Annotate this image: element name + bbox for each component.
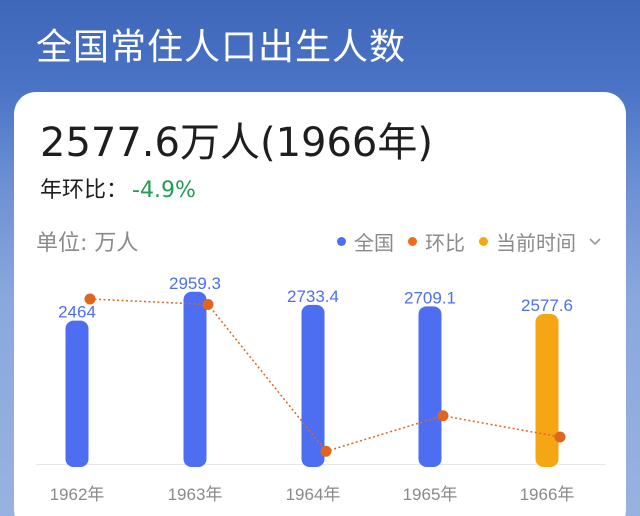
bar-3[interactable]	[418, 306, 442, 467]
yoy-point-4[interactable]	[554, 431, 566, 443]
yoy-point-1[interactable]	[202, 298, 214, 310]
value-label-1: 2959.3	[169, 274, 221, 293]
value-label-2: 2733.4	[287, 287, 339, 306]
yoy-row: 年环比： -4.9%	[40, 172, 196, 204]
stats-card: 2577.6万人(1966年) 年环比： -4.9% 单位: 万人 全国 环比 当…	[14, 92, 626, 516]
bar-2[interactable]	[301, 304, 325, 467]
bar-4[interactable]	[535, 313, 559, 467]
chart-legend[interactable]: 全国 环比 当前时间	[323, 227, 604, 256]
page-title: 全国常住人口出生人数	[36, 27, 407, 68]
legend-label-national: 全国	[354, 231, 394, 255]
legend-label-yoy: 环比	[425, 231, 465, 255]
x-tick-label-0: 1962年	[50, 485, 105, 504]
legend-dot-yoy-icon	[408, 237, 417, 246]
value-label-0: 2464	[58, 303, 96, 322]
yoy-value: -4.9%	[132, 178, 196, 203]
legend-item-current[interactable]: 当前时间	[479, 227, 576, 256]
headline-value: 2577.6万人(1966年)	[40, 120, 433, 166]
yoy-line	[89, 298, 561, 453]
legend-dot-national-icon	[337, 237, 346, 246]
legend-label-current: 当前时间	[496, 231, 576, 255]
yoy-label: 年环比：	[40, 178, 129, 203]
unit-label: 单位: 万人	[36, 231, 139, 256]
legend-item-national[interactable]: 全国	[337, 227, 394, 256]
x-tick-label-4: 1966年	[520, 485, 575, 504]
x-tick-label-1: 1963年	[168, 485, 223, 504]
bar-1[interactable]	[183, 291, 207, 467]
bar-0[interactable]	[65, 320, 89, 467]
legend-dot-current-icon	[479, 237, 488, 246]
yoy-point-0[interactable]	[84, 293, 96, 305]
birth-chart: 2464 2959.3 2733.4 2709.1 2577.6 1962年 1963年 19…	[36, 274, 606, 504]
value-label-4: 2577.6	[521, 296, 573, 315]
value-label-3: 2709.1	[404, 288, 456, 307]
chevron-down-icon[interactable]	[586, 233, 604, 251]
x-tick-label-2: 1964年	[286, 485, 341, 504]
x-tick-label-3: 1965年	[403, 485, 458, 504]
yoy-point-3[interactable]	[437, 410, 449, 422]
yoy-point-2[interactable]	[320, 445, 332, 457]
legend-item-yoy[interactable]: 环比	[408, 227, 465, 256]
